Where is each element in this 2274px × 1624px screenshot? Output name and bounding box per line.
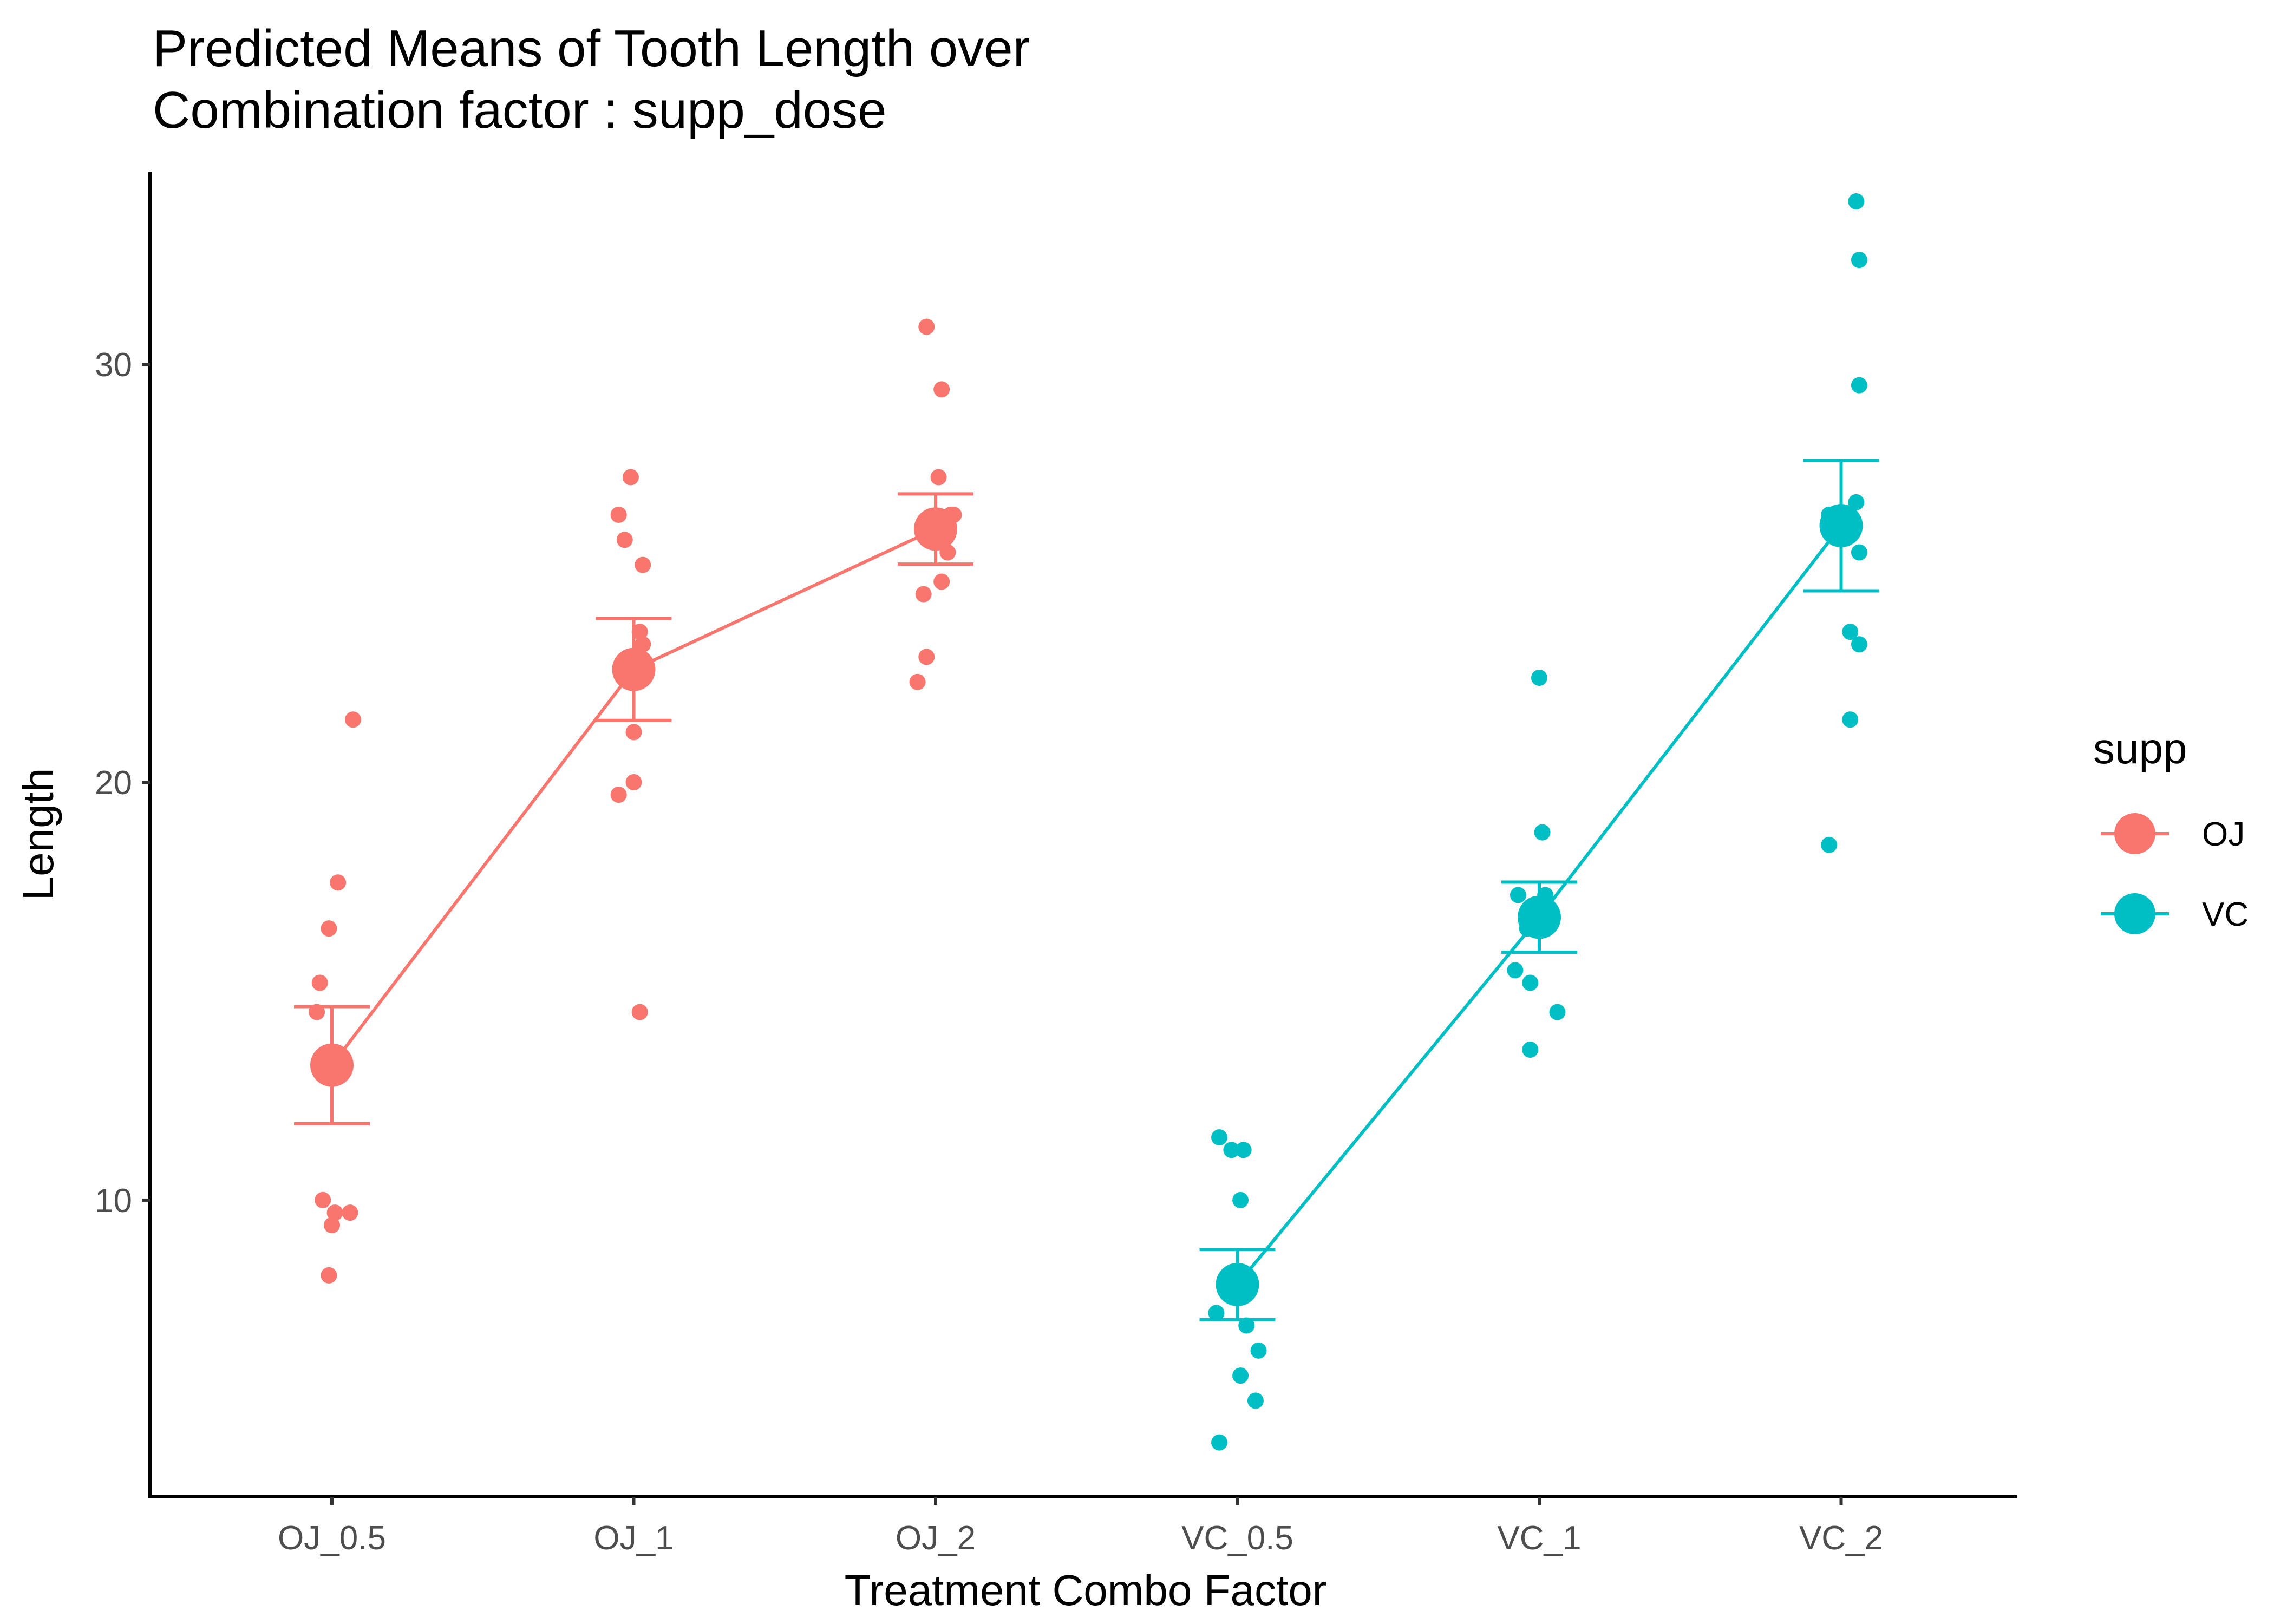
- legend: supp OJ VC: [2093, 724, 2249, 934]
- data-point-vc-8: [1247, 1392, 1264, 1409]
- data-point-vc-5: [1232, 1191, 1249, 1208]
- data-point-oj-14: [625, 774, 642, 791]
- data-point-vc-13: [1510, 887, 1526, 903]
- data-point-vc-16: [1522, 1042, 1539, 1058]
- chart-title-line-2: Combination factor : supp_dose: [153, 81, 886, 139]
- data-point-oj-7: [321, 1267, 337, 1284]
- data-point-vc-27: [1842, 711, 1859, 728]
- data-point-vc-7: [1223, 1142, 1240, 1158]
- x-tick-label-oj_1: OJ_1: [593, 1520, 674, 1557]
- data-point-vc-21: [1821, 836, 1838, 853]
- x-tick-label-oj_0.5: OJ_0.5: [278, 1520, 386, 1557]
- data-point-oj-27: [930, 469, 947, 486]
- y-tick-label-10: 10: [95, 1182, 132, 1220]
- data-point-oj-10: [610, 787, 627, 803]
- y-tick-label-30: 30: [95, 346, 132, 384]
- data-point-oj-13: [610, 506, 627, 523]
- legend-items: OJ VC: [2101, 813, 2249, 934]
- y-tick-label-20: 20: [95, 764, 132, 802]
- legend-label-vc: VC: [2202, 896, 2249, 933]
- legend-key-point-oj: [2114, 813, 2155, 854]
- data-point-oj-9: [324, 1217, 340, 1234]
- mean-point-vc_0.5: [1216, 1262, 1259, 1306]
- data-point-oj-23: [915, 586, 932, 603]
- chart-title-line-1: Predicted Means of Tooth Length over: [153, 19, 1030, 77]
- data-point-vc-23: [1851, 544, 1867, 561]
- mean-point-vc_2: [1819, 504, 1863, 548]
- data-point-vc-9: [1238, 1317, 1255, 1334]
- data-point-oj-17: [625, 724, 642, 741]
- x-tick-label-vc_2: VC_2: [1799, 1520, 1883, 1557]
- data-point-oj-28: [933, 381, 950, 398]
- x-axis-ticks: OJ_0.5 OJ_1 OJ_2 VC_0.5 VC_1 VC_2: [278, 1497, 1883, 1557]
- data-point-oj-15: [635, 556, 651, 573]
- y-axis-ticks: 10 20 30: [95, 346, 150, 1220]
- data-point-oj-16: [616, 532, 633, 548]
- data-point-oj-25: [918, 318, 935, 335]
- data-point-vc-22: [1848, 193, 1865, 210]
- data-point-vc-17: [1549, 1004, 1566, 1020]
- data-point-oj-19: [622, 469, 639, 486]
- data-point-vc-3: [1232, 1367, 1249, 1384]
- data-point-oj-1: [315, 1191, 331, 1208]
- data-point-vc-6: [1235, 1142, 1252, 1158]
- data-point-vc-26: [1848, 494, 1865, 510]
- legend-label-oj: OJ: [2202, 816, 2245, 853]
- y-axis-title: Length: [14, 768, 62, 901]
- data-point-oj-6: [342, 1204, 358, 1221]
- legend-item-vc: VC: [2101, 893, 2249, 934]
- data-point-vc-28: [1851, 636, 1867, 653]
- data-point-oj-12: [631, 624, 648, 640]
- mean-point-oj_2: [914, 507, 957, 551]
- x-tick-label-oj_2: OJ_2: [896, 1520, 976, 1557]
- data-point-vc-20: [1842, 624, 1859, 640]
- data-point-vc-19: [1507, 962, 1524, 979]
- mean-point-vc_1: [1518, 895, 1561, 939]
- data-point-oj-29: [918, 649, 935, 665]
- legend-item-oj: OJ: [2101, 813, 2245, 854]
- x-axis-title: Treatment Combo Factor: [845, 1566, 1327, 1614]
- data-point-oj-18: [631, 1004, 648, 1020]
- data-point-oj-4: [345, 711, 362, 728]
- data-point-oj-0: [311, 974, 328, 991]
- data-point-vc-25: [1851, 252, 1867, 269]
- data-point-vc-0: [1211, 1434, 1228, 1451]
- data-point-vc-2: [1208, 1305, 1225, 1321]
- x-tick-label-vc_0.5: VC_0.5: [1181, 1520, 1293, 1557]
- mean-point-oj_0.5: [310, 1043, 354, 1087]
- plot-area: [294, 193, 1879, 1451]
- data-point-vc-1: [1211, 1129, 1228, 1146]
- data-point-oj-22: [909, 673, 926, 690]
- data-point-vc-12: [1522, 974, 1539, 991]
- data-point-oj-24: [933, 573, 950, 590]
- data-point-vc-4: [1250, 1342, 1267, 1359]
- data-point-vc-14: [1531, 670, 1547, 686]
- x-tick-label-vc_1: VC_1: [1497, 1520, 1581, 1557]
- data-point-oj-5: [326, 1204, 343, 1221]
- legend-key-point-vc: [2114, 893, 2155, 934]
- mean-point-oj_1: [612, 647, 656, 691]
- data-point-oj-3: [321, 920, 337, 937]
- data-point-oj-8: [330, 874, 347, 891]
- data-point-vc-29: [1851, 377, 1867, 394]
- legend-title: supp: [2093, 724, 2187, 772]
- data-point-vc-18: [1534, 824, 1551, 841]
